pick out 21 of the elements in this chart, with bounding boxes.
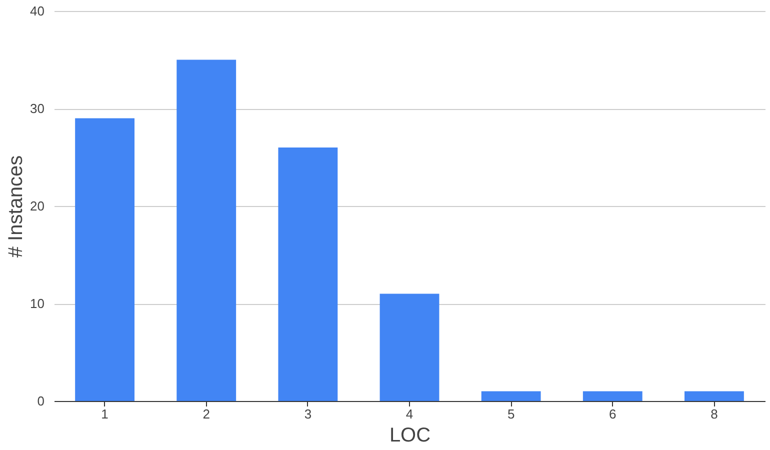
y-tick-label: 30 bbox=[30, 101, 44, 116]
bar bbox=[380, 294, 440, 401]
y-axis-title: # Instances bbox=[5, 155, 28, 258]
bar bbox=[582, 391, 642, 401]
bar bbox=[75, 118, 134, 401]
x-axis-title: LOC bbox=[389, 424, 431, 446]
bar bbox=[481, 391, 541, 401]
x-tick-label: 8 bbox=[710, 406, 718, 422]
x-tick-label: 5 bbox=[507, 406, 515, 422]
bar bbox=[278, 148, 338, 401]
x-tick-label: 2 bbox=[202, 406, 210, 422]
x-tick-label: 6 bbox=[609, 406, 616, 422]
y-tick-label: 40 bbox=[30, 4, 44, 18]
bar bbox=[684, 391, 744, 401]
y-tick-label: 0 bbox=[37, 394, 44, 408]
y-tick-label: 20 bbox=[30, 198, 44, 214]
y-tick-label: 10 bbox=[30, 296, 44, 311]
x-tick-label: 4 bbox=[406, 406, 414, 422]
bar bbox=[176, 60, 236, 401]
x-tick-label: 1 bbox=[101, 406, 108, 422]
x-tick-label: 3 bbox=[304, 406, 312, 422]
